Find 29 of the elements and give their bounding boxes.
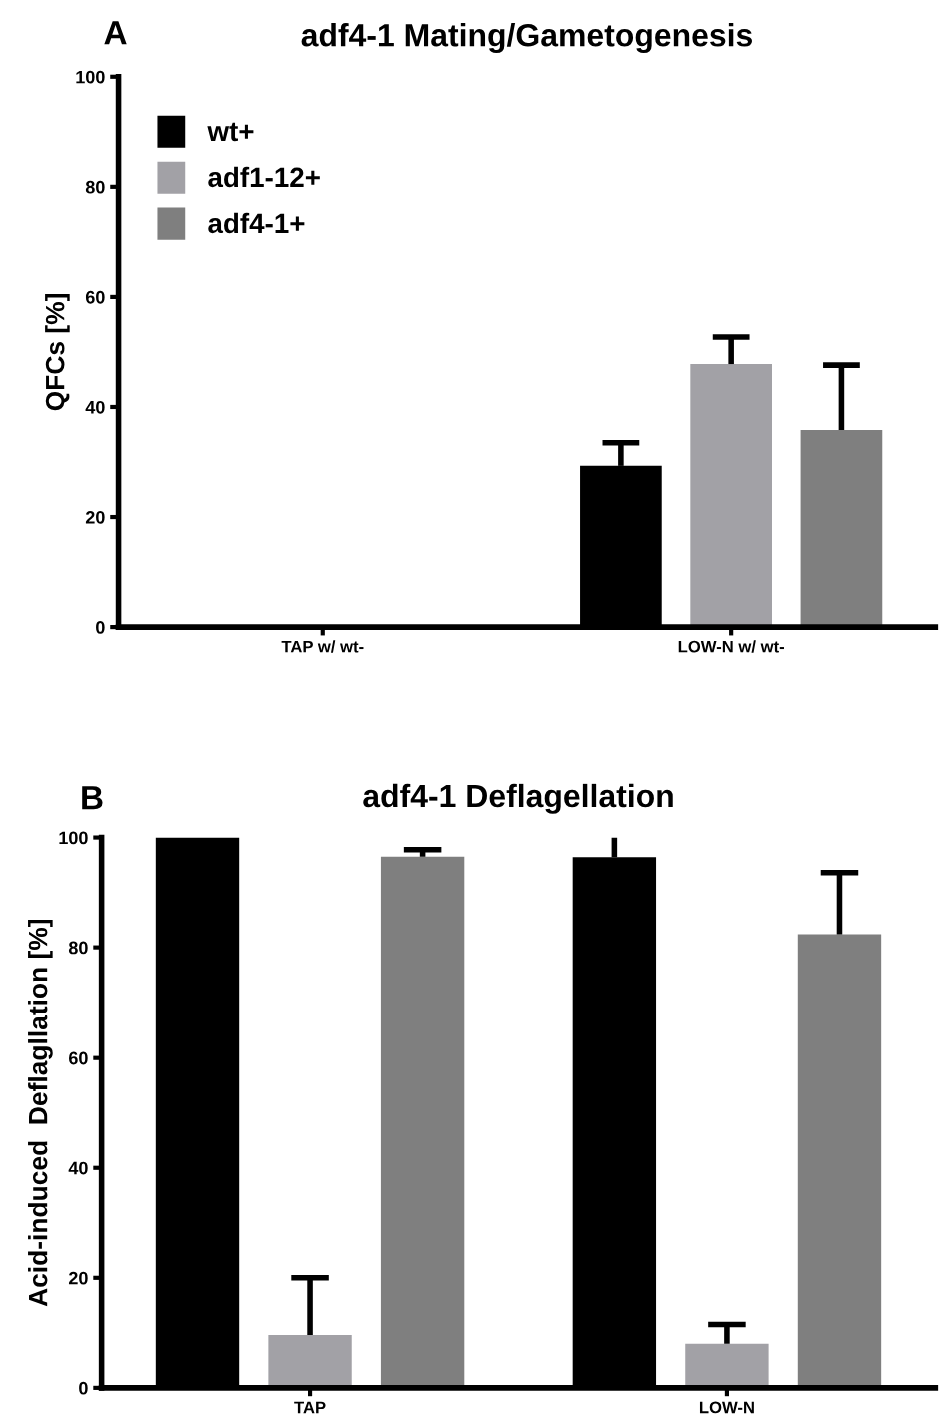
bar (797, 934, 882, 1388)
y-tick-label: 60 (69, 1051, 88, 1065)
bar (380, 856, 465, 1388)
legend-label: adf4-1+ (208, 212, 305, 234)
y-tick-label: 80 (68, 941, 88, 955)
x-tick-label: TAP w/ wt- (281, 640, 364, 653)
chart-title: adf4-1 Mating/Gametogenesis (301, 23, 752, 53)
y-tick-label: 20 (85, 510, 105, 524)
text: B (82, 786, 103, 810)
y-tick-label: 0 (96, 621, 105, 634)
y-tick-label: 40 (85, 400, 105, 414)
y-tick-label: 40 (68, 1161, 88, 1175)
legend-label: adf1-12+ (208, 166, 320, 188)
bar (685, 1343, 769, 1388)
legend-label: wt+ (207, 122, 254, 142)
text: A (104, 21, 127, 45)
x-tick-label: TAP (294, 1401, 326, 1414)
chart-title: adf4-1 Deflagellation (363, 783, 673, 814)
x-tick-label: LOW-N w/ wt- (678, 640, 785, 653)
y-tick-label: 60 (85, 290, 105, 304)
y-tick-label: 80 (85, 180, 105, 194)
y-tick-label: 100 (59, 831, 88, 845)
x-tick-label: LOW-N (699, 1401, 754, 1414)
y-axis-title: QFCs [%] (45, 294, 70, 411)
y-axis-title: Acid-induced Deflagllation [%] (28, 919, 53, 1307)
y-tick-label: 100 (76, 70, 105, 84)
bar (268, 1335, 352, 1388)
y-tick-label: 0 (79, 1381, 88, 1395)
y-tick-label: 20 (68, 1271, 88, 1285)
